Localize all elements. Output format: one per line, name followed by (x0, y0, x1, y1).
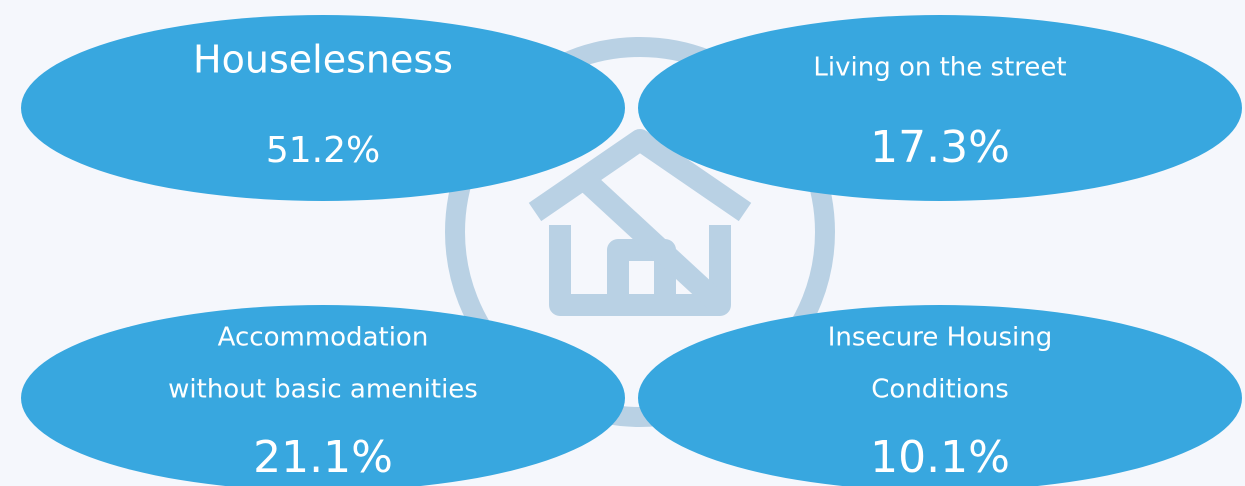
card-label: Conditions (871, 375, 1009, 405)
card-value: 51.2% (266, 130, 380, 171)
card-label: Accommodation (218, 323, 429, 353)
card (21, 15, 625, 201)
card-value: 10.1% (870, 432, 1010, 483)
card-label: without basic amenities (168, 375, 478, 405)
house-icon (528, 129, 752, 316)
card (638, 15, 1242, 201)
card-label: Living on the street (813, 53, 1066, 83)
card (638, 305, 1242, 486)
card-value: 21.1% (253, 432, 393, 483)
card-label: Insecure Housing (828, 323, 1053, 353)
card (21, 305, 625, 486)
card-label: Houselesness (193, 38, 453, 82)
icon-ring (445, 37, 835, 427)
card-value: 17.3% (870, 122, 1010, 173)
